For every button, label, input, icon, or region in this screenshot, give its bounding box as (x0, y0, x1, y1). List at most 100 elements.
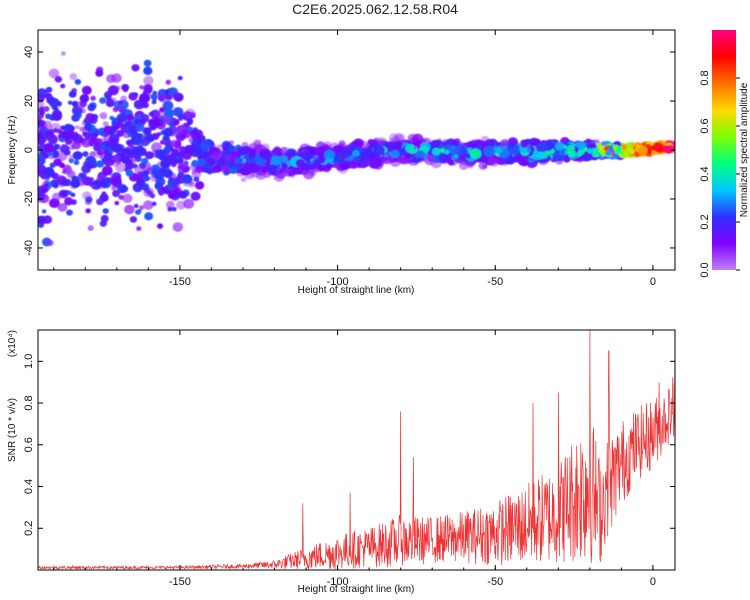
spectrogram-cell (73, 160, 80, 165)
spectrogram-cell (454, 146, 461, 153)
spectrogram-cell (52, 192, 61, 201)
spectrogram-cell (124, 204, 135, 215)
spectrogram-cell (61, 51, 66, 56)
spectrogram-cell (122, 193, 133, 203)
spectrogram-cell (139, 85, 145, 90)
spectrogram-cell (57, 203, 68, 212)
spectrogram-cell (50, 179, 59, 188)
spectrogram-cell (177, 165, 187, 174)
spectrogram-cell (236, 164, 242, 170)
spectrogram-cell (131, 64, 140, 72)
spectrogram-cell (46, 96, 56, 105)
colorbar-tick-label: 0.2 (699, 214, 711, 229)
spectrogram-cell (85, 155, 97, 166)
spectrogram-cell (115, 162, 126, 173)
spectrogram-cell (68, 90, 77, 98)
spectrogram-cell (438, 144, 444, 149)
spectrogram-cell (163, 127, 174, 137)
spectrogram-cell (45, 113, 52, 120)
spectrogram-cell (171, 207, 177, 212)
spectrogram-cell (213, 164, 222, 173)
spectrogram-cell (394, 141, 403, 149)
y-tick-label: -40 (23, 240, 35, 256)
spectrogram-cell (192, 139, 198, 144)
spectrogram-cell (57, 152, 68, 161)
spectrogram-cell (135, 209, 141, 215)
snr-panel: -150 -100 -50 0 0.2 0.4 0.6 0.8 1.0 Height of s… (7, 329, 676, 595)
spectrogram-cell (153, 170, 165, 181)
spectrogram-cell (412, 156, 417, 161)
spectrogram-cell (183, 144, 195, 155)
colorbar-bar (712, 30, 736, 270)
spectrogram-cell (121, 84, 130, 91)
spectrogram-cell (38, 215, 47, 225)
spectrogram-cell (141, 183, 150, 191)
snr-y-multiplier: (x10⁴) (7, 330, 18, 357)
spectrogram-cell (75, 125, 80, 130)
spectrogram-cell (51, 111, 63, 121)
spectrogram-cell (126, 113, 134, 121)
spectrogram-cell (224, 154, 233, 162)
spectrogram-cell (143, 175, 150, 182)
spectrogram-cell (111, 143, 123, 153)
x-tick-label: -150 (169, 576, 191, 588)
spectrogram-cell (605, 150, 612, 156)
spectrogram-cell (134, 165, 145, 175)
spectrogram-cell (46, 239, 54, 247)
spectrogram-cell (159, 186, 165, 192)
spectrogram-cell (616, 145, 623, 151)
spectrogram-cell (137, 151, 144, 157)
spectrogram-cell (142, 170, 149, 177)
spectrogram-cell (403, 151, 412, 159)
spectrogram-cell (295, 158, 305, 168)
spectrogram-cell (135, 123, 145, 132)
x-tick-label: -50 (487, 276, 503, 288)
spectrogram-cell (172, 186, 182, 196)
spectrogram-cell (154, 149, 166, 159)
spectrogram-cell (352, 150, 360, 157)
spectrogram-cell (115, 130, 124, 137)
spectrogram-cell (54, 76, 63, 83)
spectrogram-cell (60, 125, 66, 131)
spectrogram-cell (38, 113, 44, 120)
spectrogram-x-ticks: -150 -100 -50 0 (53, 30, 656, 288)
spectrogram-cell (202, 151, 211, 159)
spectrogram-cell (163, 108, 175, 119)
spectrogram-cell (116, 104, 126, 112)
spectrogram-cell (151, 99, 157, 105)
spectrogram-cell (39, 193, 50, 204)
x-tick-label: 0 (650, 276, 656, 288)
spectrogram-cell (57, 174, 62, 179)
spectrogram-cell (253, 139, 262, 148)
spectrogram-cell (71, 141, 82, 150)
spectrogram-cell (44, 183, 49, 188)
y-tick-label: 0.4 (23, 479, 35, 494)
spectrogram-cell (309, 163, 315, 170)
spectrogram-cell (72, 179, 80, 186)
spectrogram-cell (145, 86, 153, 94)
spectrogram-cell (454, 138, 461, 145)
spectrogram-cell (536, 152, 544, 160)
spectrogram-cell (64, 197, 74, 206)
spectrogram-cell (82, 151, 89, 157)
spectrogram-cell (487, 156, 498, 166)
spectrogram-panel: -150 -100 -50 0 -40 -20 0 20 40 Height of strai… (7, 29, 676, 296)
spectrogram-cell (537, 142, 548, 153)
spectrogram-cell (288, 172, 293, 177)
spectrogram-cell (105, 99, 115, 108)
spectrogram-cell (338, 158, 345, 164)
spectrogram-cell (251, 149, 257, 155)
spectrogram-cell (75, 100, 86, 110)
spectrogram-cell (354, 156, 362, 163)
spectrogram-cell (117, 121, 124, 128)
spectrogram-cell (134, 118, 141, 125)
spectrogram-cell (112, 106, 119, 113)
colorbar: 0.0 0.2 0.4 0.6 0.8 Normalized spectral ampl… (699, 30, 750, 278)
spectrogram-cell (162, 140, 167, 146)
spectrogram-cell (53, 150, 60, 156)
spectrogram-cell (587, 148, 593, 154)
spectrogram-cell (599, 149, 606, 155)
colorbar-tick-label: 0.8 (699, 70, 711, 85)
spectrogram-cell (103, 125, 114, 135)
spectrogram-cell (60, 179, 68, 186)
